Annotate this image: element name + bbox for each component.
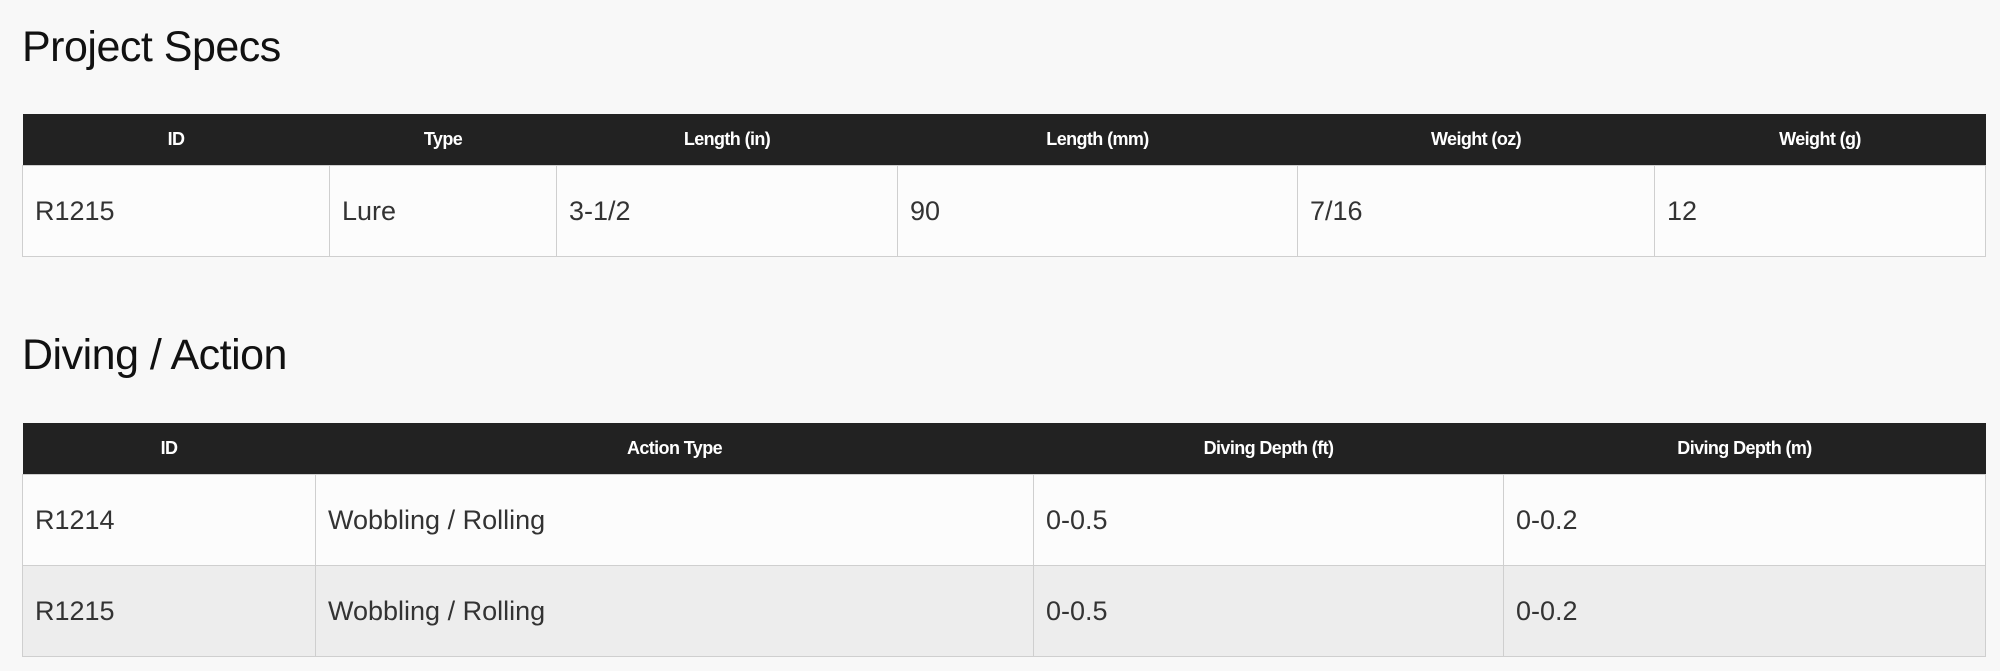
cell-diving-depth-ft: 0-0.5 [1033, 565, 1504, 657]
table-header-row: ID Action Type Diving Depth (ft) Diving … [22, 423, 1986, 475]
cell-id: R1215 [22, 165, 330, 257]
cell-diving-depth-ft: 0-0.5 [1033, 474, 1504, 566]
cell-type: Lure [329, 165, 557, 257]
column-header-diving-depth-m: Diving Depth (m) [1503, 423, 1986, 475]
cell-weight-g: 12 [1654, 165, 1986, 257]
cell-id: R1215 [22, 565, 316, 657]
cell-action-type: Wobbling / Rolling [315, 565, 1034, 657]
cell-diving-depth-m: 0-0.2 [1503, 474, 1986, 566]
cell-length-in: 3-1/2 [556, 165, 898, 257]
cell-action-type: Wobbling / Rolling [315, 474, 1034, 566]
column-header-weight-oz: Weight (oz) [1297, 114, 1655, 166]
table-row: R1214 Wobbling / Rolling 0-0.5 0-0.2 [22, 474, 1986, 566]
cell-weight-oz: 7/16 [1297, 165, 1655, 257]
column-header-id: ID [22, 114, 330, 166]
table-header-row: ID Type Length (in) Length (mm) Weight (… [22, 114, 1986, 166]
column-header-action-type: Action Type [315, 423, 1034, 475]
section-title-project-specs: Project Specs [22, 23, 281, 71]
column-header-weight-g: Weight (g) [1654, 114, 1986, 166]
column-header-diving-depth-ft: Diving Depth (ft) [1033, 423, 1504, 475]
column-header-length-in: Length (in) [556, 114, 898, 166]
cell-id: R1214 [22, 474, 316, 566]
column-header-length-mm: Length (mm) [897, 114, 1298, 166]
table-row: R1215 Wobbling / Rolling 0-0.5 0-0.2 [22, 565, 1986, 657]
project-specs-table: ID Type Length (in) Length (mm) Weight (… [22, 114, 1986, 257]
section-title-diving-action: Diving / Action [22, 331, 287, 379]
cell-length-mm: 90 [897, 165, 1298, 257]
diving-action-table: ID Action Type Diving Depth (ft) Diving … [22, 423, 1986, 657]
column-header-id: ID [22, 423, 316, 475]
column-header-type: Type [329, 114, 557, 166]
cell-diving-depth-m: 0-0.2 [1503, 565, 1986, 657]
table-row: R1215 Lure 3-1/2 90 7/16 12 [22, 165, 1986, 257]
